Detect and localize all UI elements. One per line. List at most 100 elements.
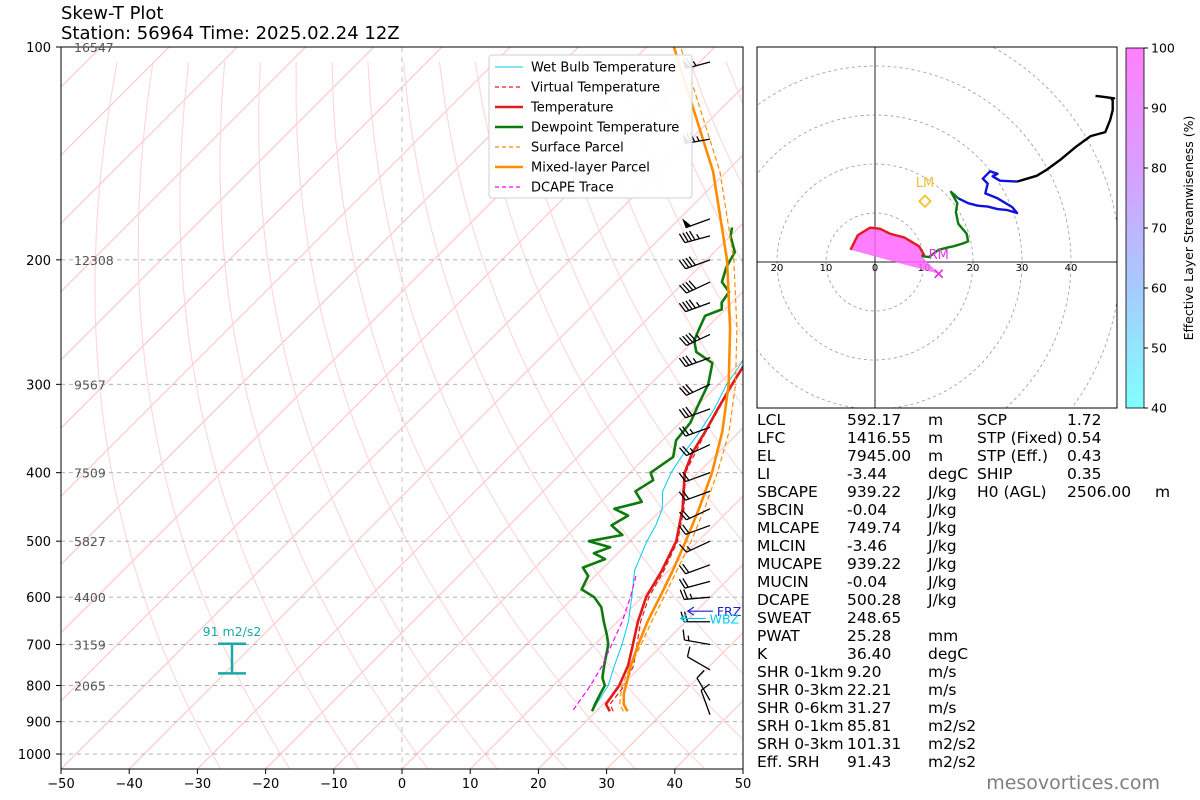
param-unit: m — [1155, 483, 1171, 501]
isotherm-line — [469, 495, 743, 769]
colorbar-tick-label: 60 — [1151, 281, 1167, 296]
wind-barb — [700, 683, 711, 715]
colorbar-gradient — [1125, 47, 1145, 409]
isotherm-line — [61, 47, 170, 157]
param-value: 0.54 — [1067, 429, 1102, 447]
param-unit: J/kg — [928, 501, 957, 519]
hodo-series-3-6km — [957, 170, 1019, 215]
param-name: MLCIN — [757, 537, 806, 555]
x-tick-label: 30 — [598, 777, 615, 792]
param-unit: mm — [928, 627, 959, 645]
parameters-table: LCL 592.17 m LFC 1416.55 m EL 7945.00 m LI -3.44 de… — [757, 411, 1177, 776]
param-name: SBCAPE — [757, 483, 818, 501]
rm-label: RM — [929, 248, 949, 263]
dry-adiabat — [179, 61, 360, 769]
hodo-tick-label: 0 — [872, 263, 878, 274]
x-tick-label: 0 — [398, 777, 406, 792]
x-tick-label: 20 — [530, 777, 547, 792]
hodo-tick-label: 20 — [967, 263, 980, 274]
isotherm-line — [606, 631, 743, 769]
wind-barb — [679, 508, 711, 521]
param-value: 592.17 — [847, 411, 902, 429]
wind-barb — [679, 332, 711, 347]
hodo-series-6-9km — [1016, 94, 1116, 183]
param-unit: m — [928, 429, 944, 447]
param-name: MUCAPE — [757, 555, 823, 573]
isotherm-line — [61, 47, 443, 429]
wind-barb — [678, 299, 711, 313]
wind-barb — [686, 646, 711, 671]
legend-label: Surface Parcel — [531, 141, 624, 156]
isotherm-line — [537, 563, 743, 769]
param-value: 0.35 — [1067, 465, 1102, 483]
param-name: DCAPE — [757, 591, 810, 609]
param-unit: m/s — [928, 681, 957, 699]
wind-barbs — [678, 57, 711, 715]
x-tick-label: 10 — [462, 777, 479, 792]
param-value: 25.28 — [847, 627, 892, 645]
dry-adiabat — [474, 61, 743, 609]
x-tick-label: −50 — [47, 777, 74, 792]
dry-adiabat — [546, 61, 743, 476]
level-label: FRZ — [717, 604, 741, 619]
hodo-tick-label: 20 — [771, 263, 784, 274]
srh-bar: 91 m2/s2 — [203, 624, 261, 675]
isotherm-line — [0, 47, 33, 769]
y-tick-label: 900 — [26, 716, 51, 731]
skewt-series — [571, 47, 743, 712]
param-value: 85.81 — [847, 717, 892, 735]
wind-barb — [678, 355, 711, 368]
param-unit: m — [928, 447, 944, 465]
param-unit: m/s — [928, 663, 957, 681]
param-value: 1.72 — [1067, 411, 1102, 429]
param-name: SHR 0-6km — [757, 699, 844, 717]
param-value: -0.04 — [847, 573, 888, 591]
y-tick-label: 200 — [26, 254, 51, 269]
y-tick-label: 400 — [26, 467, 51, 482]
param-name: EL — [757, 447, 776, 465]
param-name: SBCIN — [757, 501, 805, 519]
param-name: SHR 0-1km — [757, 663, 844, 681]
wind-barb — [678, 406, 711, 419]
param-value: 9.20 — [847, 663, 882, 681]
skewt-grid — [0, 47, 743, 769]
dry-adiabat — [403, 61, 743, 741]
hodograph-series: LM RM — [849, 94, 1116, 279]
legend-label: Wet Bulb Temperature — [531, 61, 676, 76]
height-label: 16547 — [74, 40, 114, 55]
height-label: 2065 — [74, 679, 106, 694]
param-name: SWEAT — [757, 609, 811, 627]
lm-label: LM — [916, 176, 934, 191]
y-tick-label: 100 — [26, 41, 51, 56]
param-name: SRH 0-1km — [757, 717, 844, 735]
param-value: 248.65 — [847, 609, 902, 627]
x-tick-label: 40 — [667, 777, 684, 792]
isotherm-line — [61, 47, 511, 498]
param-value: 0.43 — [1067, 447, 1102, 465]
y-tick-label: 500 — [26, 535, 51, 550]
y-tick-label: 600 — [26, 591, 51, 606]
param-name: SCP — [977, 411, 1008, 429]
wind-barb — [678, 490, 711, 501]
dry-adiabat — [137, 61, 291, 769]
height-label: 9567 — [74, 377, 106, 392]
wind-barb — [678, 471, 711, 483]
param-unit: J/kg — [928, 483, 957, 501]
param-value: 2506.00 — [1067, 483, 1132, 501]
param-unit: m/s — [928, 699, 957, 717]
param-unit: m2/s2 — [928, 753, 977, 771]
series-temperature — [604, 364, 743, 712]
param-name: SHR 0-3km — [757, 681, 844, 699]
wind-barb — [680, 611, 710, 623]
height-label: 3159 — [74, 638, 106, 653]
dry-adiabat — [367, 61, 706, 769]
hodo-tick-label: 40 — [1065, 263, 1078, 274]
param-name: H0 (AGL) — [977, 483, 1047, 501]
isotherm-line — [401, 427, 743, 769]
series-dewpoint-temperature — [580, 227, 737, 712]
chart-title: Skew-T Plot — [61, 3, 164, 24]
legend-label: Virtual Temperature — [531, 81, 660, 96]
lm-marker — [918, 194, 932, 209]
param-name: LFC — [757, 429, 786, 447]
